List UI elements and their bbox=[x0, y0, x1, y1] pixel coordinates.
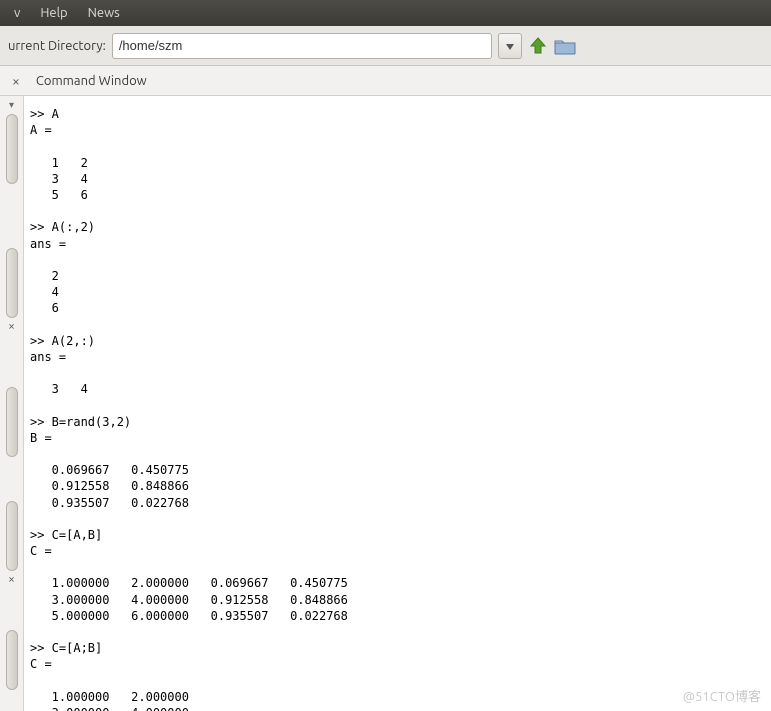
panel-title: Command Window bbox=[36, 74, 147, 88]
menu-item-news[interactable]: News bbox=[80, 3, 128, 23]
up-one-level-icon[interactable] bbox=[528, 36, 548, 56]
watermark: @51CTO博客 bbox=[683, 686, 761, 705]
browse-folder-icon[interactable] bbox=[554, 37, 576, 55]
close-icon[interactable]: × bbox=[8, 320, 15, 333]
close-icon[interactable]: × bbox=[8, 573, 15, 586]
current-directory-input[interactable] bbox=[112, 33, 492, 59]
toolbar: urrent Directory: bbox=[0, 26, 771, 66]
chevron-down-icon bbox=[506, 39, 514, 53]
menu-item-help[interactable]: Help bbox=[32, 3, 75, 23]
scrollbar-thumb[interactable] bbox=[6, 387, 18, 457]
scrollbar-thumb[interactable] bbox=[6, 114, 18, 184]
close-panel-button[interactable]: × bbox=[8, 73, 24, 89]
menu-item-view[interactable]: v bbox=[6, 3, 28, 23]
scrollbar-thumb[interactable] bbox=[6, 630, 18, 690]
directory-dropdown-button[interactable] bbox=[498, 33, 522, 59]
command-window-output[interactable]: >> A A = 1 2 3 4 5 6 >> A(:,2) ans = 2 4… bbox=[24, 96, 771, 711]
scrollbar-thumb[interactable] bbox=[6, 248, 18, 318]
left-gutter: ▾ × × bbox=[0, 96, 24, 711]
menubar: v Help News bbox=[0, 0, 771, 26]
current-directory-label: urrent Directory: bbox=[8, 39, 106, 53]
gutter-marker-icon: ▾ bbox=[9, 100, 14, 110]
panel-header: × Command Window bbox=[0, 66, 771, 96]
body: ▾ × × >> A A = 1 2 3 4 5 6 >> A(:,2) ans… bbox=[0, 96, 771, 711]
scrollbar-thumb[interactable] bbox=[6, 501, 18, 571]
